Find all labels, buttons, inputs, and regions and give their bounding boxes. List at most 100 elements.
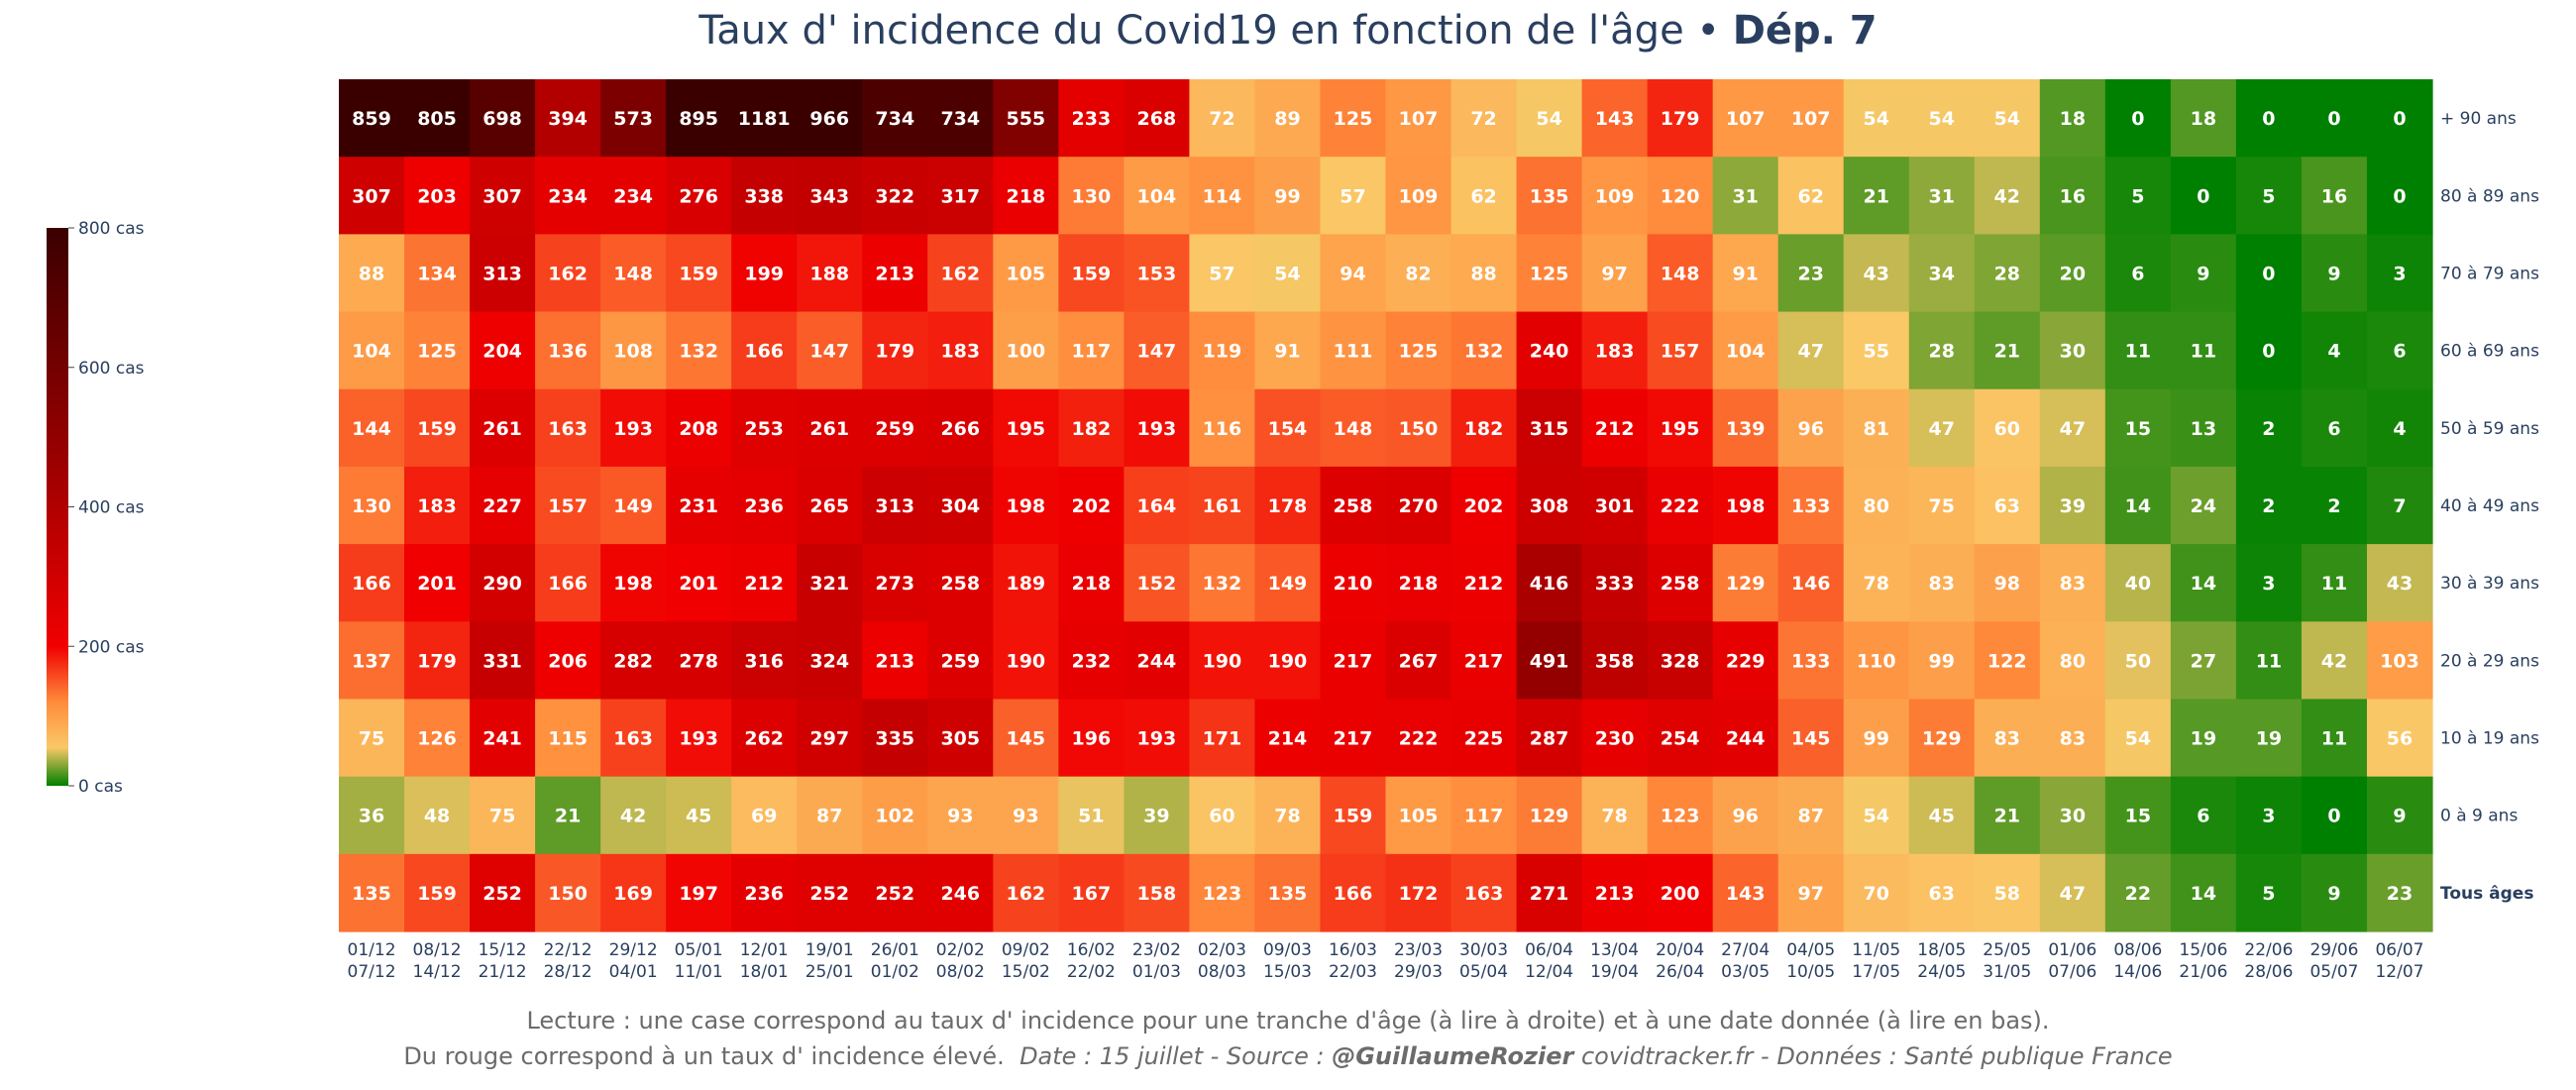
- row-label: 70 à 79 ans: [2440, 264, 2539, 283]
- cell-value-label: 99: [1929, 650, 1955, 672]
- cell-value-label: 183: [940, 341, 980, 363]
- heatmap-cell: [1908, 699, 1976, 778]
- row-label: 60 à 69 ans: [2440, 342, 2539, 362]
- heatmap-cell: [600, 311, 667, 390]
- cell-value-label: 343: [809, 185, 849, 207]
- heatmap-cell: [404, 388, 471, 468]
- column-label-end: 03/05: [1721, 962, 1770, 982]
- cell-value-label: 24: [2191, 495, 2216, 517]
- column-label-end: 08/03: [1198, 962, 1246, 982]
- cell-value-label: 179: [875, 341, 914, 363]
- cell-value-label: 301: [1595, 495, 1635, 517]
- heatmap-cell: [600, 621, 667, 701]
- heatmap-cell: [1189, 388, 1256, 468]
- heatmap-cell: [600, 544, 667, 622]
- cell-value-label: 213: [875, 650, 914, 672]
- column-label-start: 16/02: [1067, 940, 1116, 960]
- cell-value-label: 83: [1929, 573, 1955, 595]
- column-label-end: 28/12: [544, 962, 592, 982]
- cell-value-label: 9: [2197, 263, 2209, 284]
- cell-value-label: 42: [1994, 185, 2020, 207]
- cell-value-label: 21: [1864, 185, 1889, 207]
- heatmap-cell: [1908, 853, 1976, 932]
- heatmap-cell: [862, 544, 928, 622]
- cell-value-label: 78: [1274, 806, 1300, 827]
- heatmap-cell: [535, 79, 601, 158]
- heatmap-cell: [1581, 388, 1649, 468]
- cell-value-label: 307: [483, 185, 522, 207]
- heatmap-cell: [1647, 311, 1714, 390]
- cell-value-label: 82: [1405, 263, 1431, 284]
- heatmap-cell: [1843, 79, 1910, 158]
- heatmap-cell: [1647, 79, 1714, 158]
- cell-value-label: 58: [1994, 883, 2020, 905]
- cell-value-label: 217: [1334, 650, 1373, 672]
- cell-value-label: 39: [2060, 495, 2086, 517]
- heatmap-cell: [666, 544, 732, 622]
- heatmap-cell: [2366, 621, 2433, 701]
- heatmap-cell: [2170, 388, 2237, 468]
- heatmap-cell: [2104, 853, 2172, 932]
- heatmap-cell: [339, 776, 405, 855]
- heatmap-cell: [2301, 853, 2368, 932]
- cell-value-label: 78: [1601, 806, 1627, 827]
- cell-value-label: 123: [1203, 883, 1242, 905]
- heatmap-cell: [1450, 776, 1518, 855]
- cell-value-label: 162: [1006, 883, 1045, 905]
- heatmap-cell: [2235, 79, 2303, 158]
- column-label-start: 09/03: [1263, 940, 1312, 960]
- cell-value-label: 208: [679, 418, 718, 440]
- cell-value-label: 125: [1530, 263, 1569, 284]
- cell-value-label: 54: [1864, 806, 1889, 827]
- cell-value-label: 321: [809, 573, 849, 595]
- heatmap-cell: [2170, 234, 2237, 313]
- cell-value-label: 232: [1072, 650, 1112, 672]
- heatmap-cell: [666, 621, 732, 701]
- column-label-start: 18/05: [1917, 940, 1966, 960]
- cell-value-label: 139: [1726, 418, 1766, 440]
- cell-value-label: 115: [548, 728, 588, 750]
- cell-value-label: 42: [620, 806, 646, 827]
- heatmap-cell: [1908, 388, 1976, 468]
- heatmap-cell: [2104, 621, 2172, 701]
- cell-value-label: 188: [809, 263, 849, 284]
- column-label-end: 28/06: [2244, 962, 2293, 982]
- heatmap-cell: [1124, 234, 1191, 313]
- heatmap-cell: [1124, 466, 1191, 545]
- column-label-start: 13/04: [1590, 940, 1639, 960]
- cell-value-label: 47: [2060, 418, 2086, 440]
- heatmap-cell: [1254, 311, 1322, 390]
- heatmap-cell: [666, 853, 732, 932]
- heatmap-cell: [797, 388, 863, 468]
- heatmap-cell: [1320, 466, 1387, 545]
- column-label-start: 01/06: [2048, 940, 2096, 960]
- cell-value-label: 5: [2262, 185, 2275, 207]
- cell-value-label: 104: [1726, 341, 1766, 363]
- heatmap-cell: [1189, 234, 1256, 313]
- column-label-end: 24/05: [1917, 962, 1966, 982]
- heatmap-cell: [535, 157, 601, 235]
- cell-value-label: 80: [2060, 650, 2086, 672]
- heatmap-cell: [600, 699, 667, 778]
- heatmap-cell: [2170, 699, 2237, 778]
- cell-value-label: 55: [1864, 341, 1889, 363]
- cell-value-label: 0: [2393, 108, 2406, 130]
- heatmap-cell: [1124, 79, 1191, 158]
- cell-value-label: 99: [1864, 728, 1889, 750]
- cell-value-label: 273: [875, 573, 914, 595]
- cell-value-label: 23: [1797, 263, 1823, 284]
- cell-value-label: 96: [1732, 806, 1758, 827]
- heatmap-cell: [1908, 466, 1976, 545]
- heatmap-cell: [666, 776, 732, 855]
- cell-value-label: 78: [1864, 573, 1889, 595]
- heatmap-cell: [1581, 466, 1649, 545]
- heatmap-cell: [470, 544, 536, 622]
- cell-value-label: 39: [1143, 806, 1169, 827]
- heatmap-cell: [1712, 544, 1779, 622]
- cell-value-label: 0: [2262, 108, 2275, 130]
- heatmap-cell: [1254, 544, 1322, 622]
- cell-value-label: 222: [1399, 728, 1439, 750]
- column-label-start: 11/05: [1852, 940, 1900, 960]
- heatmap-cell: [993, 79, 1059, 158]
- heatmap-cell: [404, 466, 471, 545]
